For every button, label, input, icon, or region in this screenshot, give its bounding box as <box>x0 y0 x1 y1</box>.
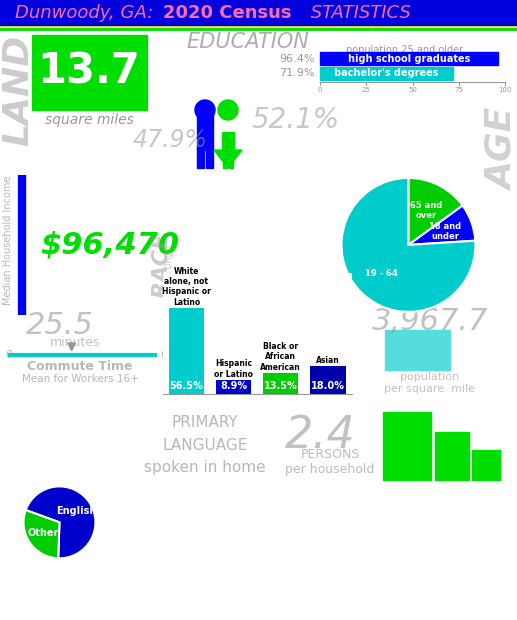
Bar <box>182 309 327 315</box>
Text: 50,901: 50,901 <box>175 334 336 376</box>
Text: 25: 25 <box>362 87 371 93</box>
Polygon shape <box>214 150 242 168</box>
Bar <box>320 52 498 65</box>
Text: AGE: AGE <box>486 109 517 191</box>
Text: 19 - 64: 19 - 64 <box>366 268 398 278</box>
Text: Black or
African
American: Black or African American <box>261 342 301 372</box>
Text: Mean for Workers 16+: Mean for Workers 16+ <box>22 374 139 384</box>
Bar <box>216 380 251 394</box>
Bar <box>229 158 233 168</box>
Text: POPULATION: POPULATION <box>200 319 310 335</box>
Text: Asian: Asian <box>316 356 340 365</box>
Text: 50: 50 <box>408 87 417 93</box>
Circle shape <box>218 100 238 120</box>
Text: LAND: LAND <box>1 34 35 146</box>
Bar <box>472 450 500 480</box>
Text: 8.9%: 8.9% <box>220 381 247 391</box>
Text: 13.5%: 13.5% <box>264 381 298 391</box>
Text: English: English <box>56 507 96 516</box>
Text: 75: 75 <box>454 87 463 93</box>
Text: bachelor's degrees: bachelor's degrees <box>334 68 439 79</box>
Text: estimate July 1, 2021: estimate July 1, 2021 <box>196 368 314 378</box>
Text: 18.0%: 18.0% <box>311 381 345 391</box>
Bar <box>310 366 346 394</box>
Text: 2020 Census: 2020 Census <box>163 4 292 22</box>
Text: RACE: RACE <box>152 232 172 298</box>
Bar <box>182 376 327 382</box>
Text: PRIMARY
LANGUAGE
spoken in home: PRIMARY LANGUAGE spoken in home <box>144 415 266 475</box>
Text: White
alone, not
Hispanic or
Latino: White alone, not Hispanic or Latino <box>162 267 211 307</box>
Text: Hispanic
or Latino: Hispanic or Latino <box>214 360 253 379</box>
Wedge shape <box>23 510 59 558</box>
Text: EDUCATION: EDUCATION <box>187 32 310 52</box>
Text: 65 and
over: 65 and over <box>410 201 442 220</box>
Bar <box>206 148 213 168</box>
Bar <box>0 0 517 25</box>
Text: 3,967.7: 3,967.7 <box>372 308 488 337</box>
Bar <box>197 148 204 168</box>
Text: 96.4%: 96.4% <box>280 53 315 63</box>
Bar <box>435 432 469 480</box>
Text: high school graduates: high school graduates <box>348 53 470 63</box>
Text: 25.5: 25.5 <box>26 311 94 340</box>
Text: PERSONS
per household: PERSONS per household <box>285 448 375 476</box>
Bar <box>385 330 450 370</box>
Text: 60: 60 <box>160 350 174 360</box>
Wedge shape <box>26 487 96 558</box>
Text: & Hispanic Origin: & Hispanic Origin <box>165 244 175 311</box>
Bar <box>32 35 147 110</box>
Text: square miles: square miles <box>44 113 133 127</box>
Text: 2.4: 2.4 <box>284 414 356 456</box>
Text: 0: 0 <box>5 350 12 360</box>
Text: 0: 0 <box>318 87 322 93</box>
Text: population
per square  mile: population per square mile <box>385 372 476 394</box>
Bar <box>383 412 431 480</box>
Text: minutes: minutes <box>50 335 100 348</box>
Bar <box>223 158 227 168</box>
Circle shape <box>195 100 215 120</box>
Text: 52.1%: 52.1% <box>251 106 339 134</box>
Text: population 25 and older: population 25 and older <box>346 45 464 55</box>
Text: 13.7: 13.7 <box>38 51 141 93</box>
Bar <box>320 67 453 80</box>
Text: Median Household Income: Median Household Income <box>3 175 13 304</box>
Bar <box>263 373 298 394</box>
Text: Dunwoody, GA:: Dunwoody, GA: <box>15 4 159 22</box>
Text: $96,470: $96,470 <box>40 231 179 260</box>
Text: Commute Time: Commute Time <box>27 360 133 373</box>
Text: 56.5%: 56.5% <box>170 381 203 391</box>
Text: 100: 100 <box>498 87 512 93</box>
Wedge shape <box>408 206 475 245</box>
Bar <box>169 308 204 394</box>
Bar <box>222 132 234 150</box>
Text: STATISTICS: STATISTICS <box>305 4 411 22</box>
Text: 71.9%: 71.9% <box>280 68 315 79</box>
Wedge shape <box>408 178 463 245</box>
Text: Other: Other <box>27 528 59 538</box>
Bar <box>197 112 213 150</box>
Wedge shape <box>341 178 476 312</box>
Text: 18 and
under: 18 and under <box>429 222 461 241</box>
Text: 47.9%: 47.9% <box>132 128 207 152</box>
